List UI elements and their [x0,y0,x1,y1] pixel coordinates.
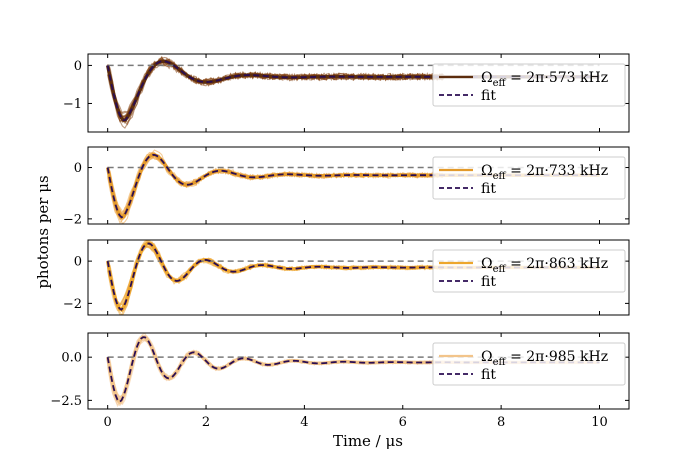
fit-line [106,336,600,404]
x-axis-label: Time / μs [333,432,403,450]
x-tick-label: 4 [300,415,308,430]
legend-label-data: Ωeff = 2π·573 kHz [481,70,608,89]
y-tick-label: −2.5 [50,394,82,409]
y-tick-label: 0 [74,161,82,176]
x-tick-label: 10 [591,415,608,430]
legend-box [432,249,626,293]
legend-label-fit: fit [481,274,496,290]
legend-label-fit: fit [481,88,496,104]
axes-frame [87,239,630,316]
axes-frame [87,146,630,225]
legend-box [432,63,626,107]
legend-label-fit: fit [481,367,496,383]
x-tick-label: 0 [104,415,112,430]
y-tick-label: 0.0 [61,351,82,366]
axes-frame [87,332,630,410]
x-tick-label: 2 [202,415,210,430]
y-tick-label: −2 [63,297,82,312]
y-tick-label: 0 [74,255,82,270]
legend-label-fit: fit [481,181,496,197]
legend-box [432,156,626,200]
legend-box [432,342,626,386]
y-tick-label: 0 [74,59,82,74]
x-tick-label: 6 [399,415,407,430]
fit-line [106,60,600,122]
x-tick-label: 8 [497,415,505,430]
y-tick-label: −2 [63,212,82,227]
y-tick-label: −1 [63,97,82,112]
legend-label-data: Ωeff = 2π·985 kHz [481,349,608,368]
y-axis-label: photons per μs [34,175,52,288]
legend-label-data: Ωeff = 2π·863 kHz [481,256,608,275]
legend-label-data: Ωeff = 2π·733 kHz [481,163,608,182]
axes-frame [87,53,630,133]
